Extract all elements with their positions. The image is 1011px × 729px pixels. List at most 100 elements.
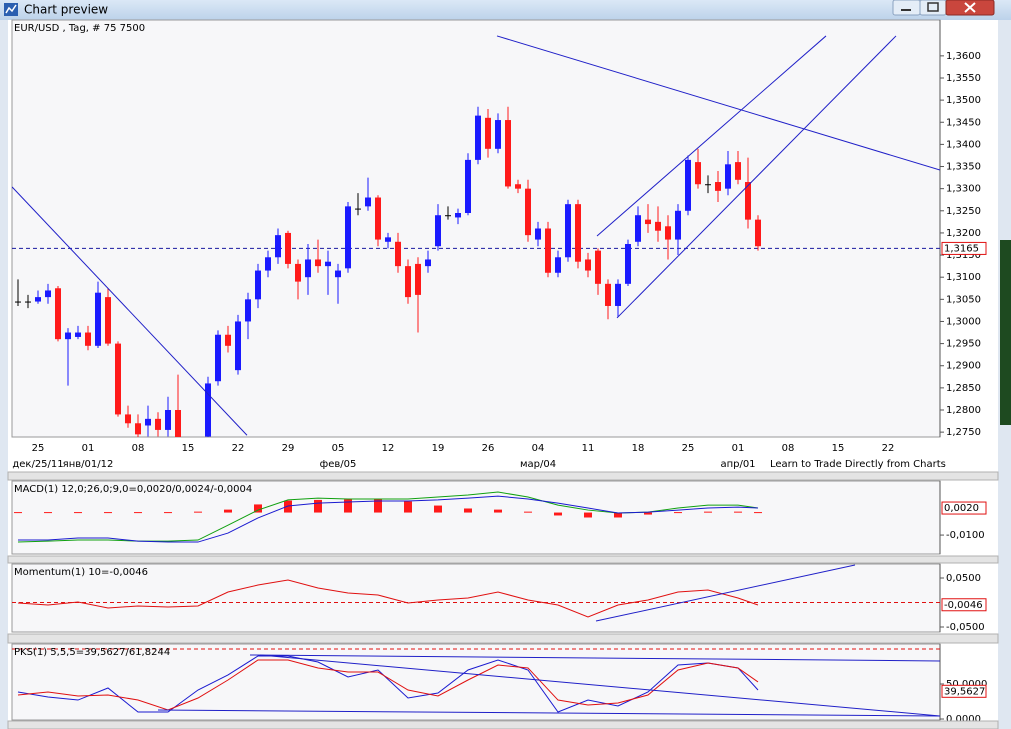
histogram-bar [404, 501, 412, 513]
candle-body [385, 237, 391, 242]
histogram-bar [224, 509, 232, 513]
panel-separator [7, 720, 999, 729]
current-value-label: 0,0020 [944, 503, 979, 514]
histogram-bar [344, 499, 352, 513]
panel-separator [7, 555, 999, 564]
candle-body [445, 215, 451, 217]
x-tick-label: 08 [132, 443, 145, 454]
x-tick-label: 11 [582, 443, 595, 454]
candle-body [45, 290, 51, 298]
y-tick-label: 1,2850 [946, 383, 981, 394]
side-panel-strip [1000, 240, 1011, 425]
candle-body [655, 221, 661, 231]
x-tick-label: 05 [332, 443, 345, 454]
plot-layer [12, 648, 940, 717]
candle-body [235, 321, 241, 371]
x-tick-label: 29 [282, 443, 295, 454]
y-tick-label: 1,2950 [946, 339, 981, 350]
histogram-bar [134, 512, 142, 514]
y-tick-label: 1,2750 [946, 427, 981, 438]
trend-line [496, 35, 940, 171]
histogram-bar [44, 512, 52, 514]
plot-layer [14, 491, 762, 543]
indicator-line [17, 659, 759, 711]
trend-line [259, 654, 940, 717]
y-tick-label: 0,0000 [946, 714, 981, 725]
minimize-button[interactable] [892, 0, 921, 16]
y-tick-label: 1,3100 [946, 272, 981, 283]
candle-body [65, 332, 71, 340]
candle-body [485, 117, 491, 149]
y-tick-label: 1,3550 [946, 73, 981, 84]
learn-link[interactable]: Learn to Trade Directly from Charts [770, 459, 946, 470]
x-tick-label: 18 [632, 443, 645, 454]
candle-body [505, 120, 511, 187]
candle-body [55, 288, 61, 340]
period-label: мар/04 [520, 459, 556, 470]
trend-line [596, 35, 827, 237]
period-label: янв/01/12 [63, 459, 114, 470]
panel-separator [7, 471, 999, 481]
period-label: фев/05 [320, 459, 357, 470]
current-value-box [941, 684, 987, 698]
histogram-bar [614, 512, 622, 518]
x-tick-label: 22 [882, 443, 895, 454]
candle-body [85, 332, 91, 346]
candle-body [35, 297, 41, 302]
plot-background [11, 563, 941, 633]
panel-title: MACD(1) 12,0;26,0;9,0=0,0020/0,0024/-0,0… [14, 484, 252, 495]
plot-layer [12, 35, 940, 437]
candle-body [205, 383, 211, 437]
y-tick-label: 1,3150 [946, 250, 981, 261]
candle-body [675, 210, 681, 240]
candle-body [215, 334, 221, 382]
histogram-bar [754, 512, 762, 514]
candle-body [645, 219, 651, 225]
trend-line [12, 186, 248, 436]
candle-body [15, 301, 21, 303]
y-tick-label: -0,0100 [946, 530, 985, 541]
candle-body [475, 115, 481, 160]
histogram-bar [104, 512, 112, 514]
candle-body [555, 257, 561, 273]
candle-body [315, 259, 321, 267]
candle-body [585, 259, 591, 271]
y-tick-label: 50,0000 [946, 679, 987, 690]
x-tick-label: 04 [532, 443, 545, 454]
plot-background [11, 19, 941, 438]
candle-body [515, 184, 521, 189]
y-tick-label: 1,2900 [946, 361, 981, 372]
x-tick-label: 19 [432, 443, 445, 454]
candle-body [395, 241, 401, 267]
x-tick-label: 08 [782, 443, 795, 454]
candle-body [275, 235, 281, 258]
histogram-bar [584, 512, 592, 518]
candle-body [95, 292, 101, 346]
x-tick-label: 15 [832, 443, 845, 454]
histogram-bar [494, 509, 502, 513]
candle-body [565, 204, 571, 258]
y-tick-label: 1,3450 [946, 117, 981, 128]
y-tick-label: -0,0500 [946, 622, 985, 633]
candle-body [25, 301, 31, 303]
current-value-label: 1,3165 [944, 243, 979, 254]
histogram-bar [14, 512, 22, 514]
candle-body [75, 332, 81, 337]
panel-separator [7, 633, 999, 644]
histogram-bar [434, 505, 442, 513]
histogram-bar [644, 512, 652, 515]
x-tick-label: 26 [482, 443, 495, 454]
current-value-label: 39,5627 [944, 686, 985, 697]
candle-body [625, 243, 631, 284]
candle-body [115, 343, 121, 415]
panels: 1,2750 1,2800 1,2850 1,2900 1,2950 1,3000 1,30… [7, 19, 999, 729]
candle-body [405, 266, 411, 298]
candle-body [575, 204, 581, 262]
trend-line [157, 709, 940, 717]
candle-body [165, 409, 171, 430]
window-icon-graph [5, 4, 17, 14]
trend-line [595, 564, 856, 622]
panel-title: PKS(1) 5,5,5=39,5627/61,8244 [14, 647, 170, 658]
plot-layer [12, 564, 940, 622]
title-bar [0, 0, 1011, 20]
